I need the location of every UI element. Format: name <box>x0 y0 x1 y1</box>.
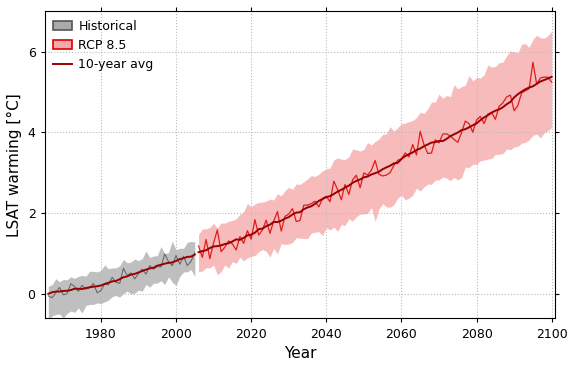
X-axis label: Year: Year <box>283 346 316 361</box>
Y-axis label: LSAT warming [°C]: LSAT warming [°C] <box>7 93 22 237</box>
Legend: Historical, RCP 8.5, 10-year avg: Historical, RCP 8.5, 10-year avg <box>48 15 159 77</box>
